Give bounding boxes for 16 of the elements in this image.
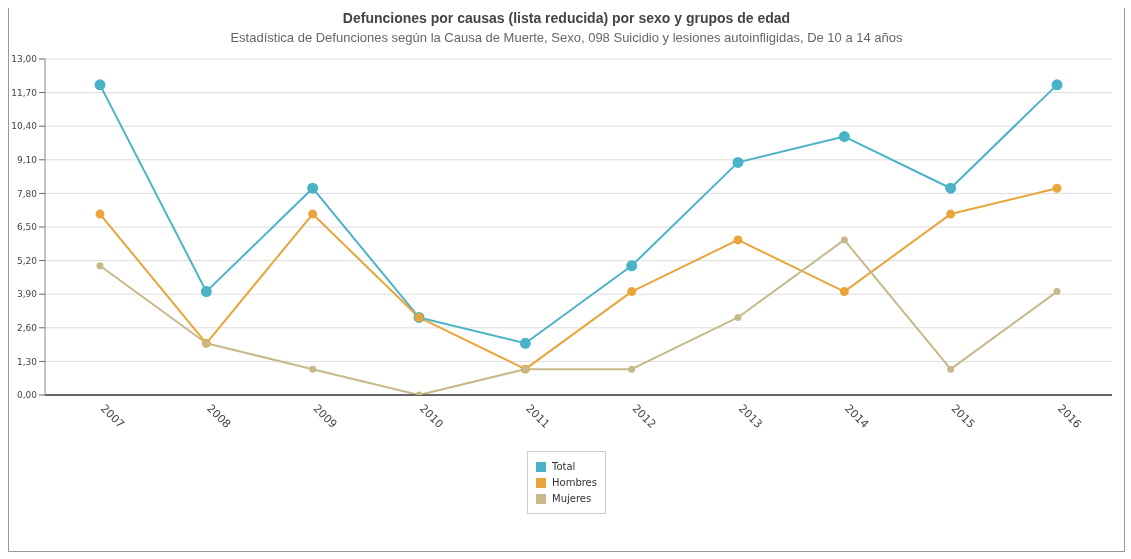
legend-label: Total — [552, 461, 576, 472]
legend-label: Hombres — [552, 477, 597, 488]
y-tick-label: 0,00 — [16, 390, 38, 401]
y-tick-label: 11,70 — [11, 87, 38, 98]
y-tick-label: 6,50 — [16, 222, 38, 233]
chart-subtitle: Estadística de Defunciones según la Causa de Muerte, Sexo, 098 Suicidio y lesiones autoinfligidas, De 10 a 14 años — [229, 30, 904, 45]
y-tick-label: 3,90 — [16, 289, 38, 300]
y-tick-label: 2,60 — [16, 322, 38, 333]
chart-title: Defunciones por causas (lista reducida) por sexo y grupos de edad — [341, 9, 792, 26]
legend-label: Mujeres — [552, 493, 592, 504]
y-tick-label: 9,10 — [16, 154, 38, 165]
y-tick-label: 1,30 — [16, 356, 38, 367]
y-tick-label: 13,00 — [11, 54, 38, 65]
y-tick-label: 7,80 — [16, 188, 38, 199]
y-tick-label: 5,20 — [16, 255, 38, 266]
y-tick-label: 10,40 — [11, 121, 38, 132]
